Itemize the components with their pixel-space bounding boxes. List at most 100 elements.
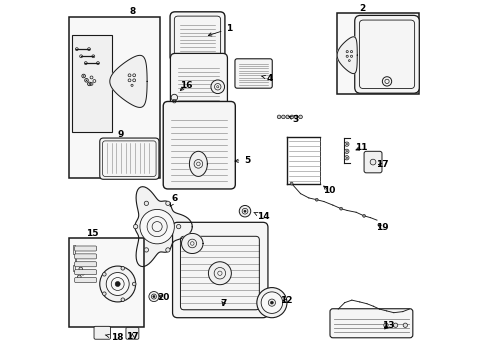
Bar (72, 35, 112, 132)
Circle shape (344, 149, 349, 153)
Text: 6: 6 (170, 194, 178, 206)
FancyBboxPatch shape (171, 53, 227, 108)
FancyBboxPatch shape (163, 102, 235, 189)
Circle shape (290, 115, 294, 119)
Circle shape (166, 248, 170, 252)
Circle shape (340, 207, 343, 210)
FancyBboxPatch shape (74, 262, 97, 267)
FancyBboxPatch shape (100, 138, 159, 179)
Text: 20: 20 (157, 293, 170, 302)
Circle shape (208, 262, 231, 285)
Circle shape (290, 182, 293, 185)
Polygon shape (181, 233, 203, 253)
Text: 11: 11 (355, 143, 368, 152)
Circle shape (171, 94, 177, 101)
Circle shape (144, 201, 148, 206)
Circle shape (363, 215, 366, 217)
Circle shape (83, 75, 84, 77)
Text: 8: 8 (130, 7, 136, 16)
Circle shape (269, 299, 275, 306)
Text: 7: 7 (220, 299, 227, 308)
Circle shape (102, 273, 106, 276)
Circle shape (239, 206, 251, 217)
Circle shape (89, 83, 90, 85)
Circle shape (315, 198, 318, 201)
Circle shape (153, 296, 155, 298)
FancyBboxPatch shape (74, 278, 97, 283)
Text: 17: 17 (376, 161, 388, 170)
Circle shape (132, 282, 136, 286)
Circle shape (140, 210, 174, 244)
Bar (73, 244, 74, 253)
Polygon shape (135, 187, 192, 266)
Circle shape (270, 301, 273, 304)
Circle shape (106, 273, 129, 296)
Circle shape (384, 323, 388, 327)
FancyBboxPatch shape (170, 12, 225, 61)
Circle shape (282, 115, 285, 119)
Circle shape (261, 292, 283, 314)
Polygon shape (190, 151, 207, 176)
Circle shape (344, 142, 349, 146)
FancyBboxPatch shape (235, 59, 272, 88)
Circle shape (100, 266, 136, 302)
Text: 18: 18 (105, 333, 123, 342)
Text: 14: 14 (254, 212, 269, 221)
Bar (337, 13, 419, 94)
Circle shape (86, 80, 87, 81)
FancyBboxPatch shape (74, 254, 97, 259)
FancyBboxPatch shape (94, 326, 111, 339)
FancyBboxPatch shape (74, 246, 97, 251)
Circle shape (102, 292, 106, 296)
Circle shape (286, 115, 290, 119)
Circle shape (370, 159, 376, 165)
Text: 17: 17 (126, 332, 139, 341)
Circle shape (133, 225, 138, 229)
Bar (69, 17, 160, 178)
Text: 3: 3 (289, 114, 298, 123)
Text: 5: 5 (235, 156, 251, 165)
Circle shape (115, 282, 120, 287)
Circle shape (76, 262, 80, 266)
Circle shape (299, 115, 302, 119)
Circle shape (144, 248, 148, 252)
Circle shape (77, 275, 81, 279)
Circle shape (403, 323, 408, 327)
Circle shape (121, 266, 124, 270)
Circle shape (79, 267, 82, 271)
Polygon shape (337, 37, 357, 73)
FancyBboxPatch shape (126, 327, 139, 339)
Text: 16: 16 (179, 81, 192, 90)
Text: 19: 19 (376, 223, 389, 232)
Circle shape (393, 323, 398, 327)
Circle shape (257, 288, 287, 318)
Text: 1: 1 (208, 24, 233, 36)
Bar (69, 238, 144, 327)
Circle shape (211, 80, 224, 94)
FancyBboxPatch shape (364, 151, 382, 173)
Text: 15: 15 (86, 229, 98, 238)
Circle shape (121, 298, 124, 301)
Text: 10: 10 (323, 186, 335, 195)
Text: 4: 4 (261, 74, 273, 83)
Polygon shape (110, 55, 147, 107)
Bar (74, 255, 76, 262)
Circle shape (176, 225, 181, 229)
Circle shape (149, 292, 159, 302)
FancyBboxPatch shape (355, 15, 419, 93)
Text: 12: 12 (280, 296, 293, 305)
Circle shape (344, 156, 349, 160)
FancyBboxPatch shape (330, 309, 413, 338)
Circle shape (166, 201, 170, 206)
FancyBboxPatch shape (74, 270, 97, 275)
Text: 13: 13 (382, 321, 394, 330)
Circle shape (277, 115, 281, 119)
FancyBboxPatch shape (172, 222, 268, 318)
Text: 2: 2 (359, 4, 365, 13)
Circle shape (244, 210, 246, 212)
Circle shape (81, 271, 85, 275)
Text: 9: 9 (118, 130, 124, 139)
Circle shape (147, 217, 167, 237)
Circle shape (294, 115, 298, 119)
Bar (73, 265, 75, 271)
